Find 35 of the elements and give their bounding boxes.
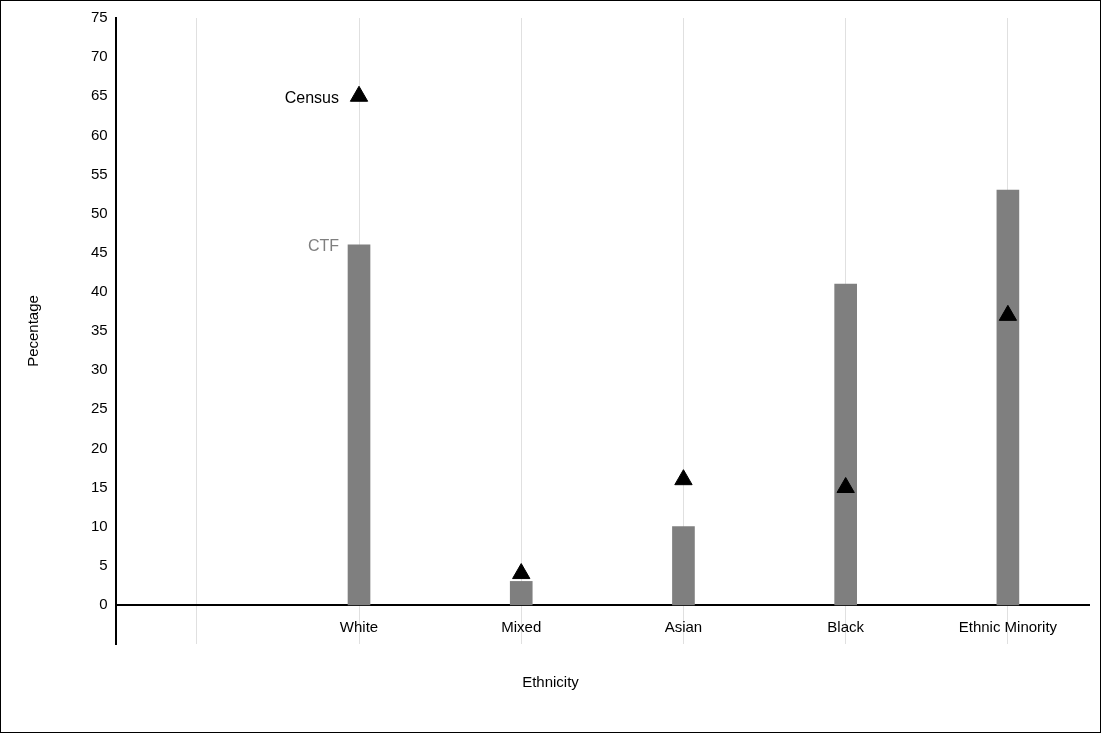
point <box>349 85 369 102</box>
point <box>836 477 855 493</box>
bar <box>347 244 371 606</box>
x-tick-label: Ethnic Minority <box>958 618 1058 636</box>
bar <box>672 526 695 606</box>
y-tick-label: 45 <box>91 242 108 260</box>
y-tick-label: 65 <box>91 86 108 104</box>
y-tick-label: 20 <box>91 438 108 456</box>
y-axis-title: Pecentage <box>24 295 42 367</box>
y-tick-label: 70 <box>91 47 108 65</box>
series-label: Census <box>284 88 340 106</box>
y-tick-label: 5 <box>99 555 108 573</box>
y-tick-label: 30 <box>91 360 108 378</box>
point <box>998 304 1018 321</box>
point <box>512 563 531 580</box>
y-tick-label: 40 <box>91 282 108 300</box>
y-tick-label: 60 <box>91 125 108 143</box>
y-tick-label: 35 <box>91 321 108 339</box>
x-tick-label: White <box>339 618 379 636</box>
x-tick-label: Black <box>827 618 865 636</box>
y-tick-label: 75 <box>91 8 108 26</box>
y-tick-label: 0 <box>99 595 108 613</box>
y-tick-label: 10 <box>91 516 108 534</box>
bar <box>509 581 533 606</box>
x-tick-label: Asian <box>664 618 703 636</box>
bar <box>834 283 857 606</box>
point <box>674 469 693 486</box>
y-tick-label: 50 <box>91 203 108 221</box>
x-axis-title: Ethnicity <box>521 673 580 690</box>
x-tick-label: Mixed <box>501 618 542 636</box>
series-label: CTF <box>307 237 340 255</box>
bar <box>996 189 1020 606</box>
y-tick-label: 55 <box>91 164 108 182</box>
y-tick-label: 15 <box>91 477 108 495</box>
y-tick-label: 25 <box>91 399 108 417</box>
